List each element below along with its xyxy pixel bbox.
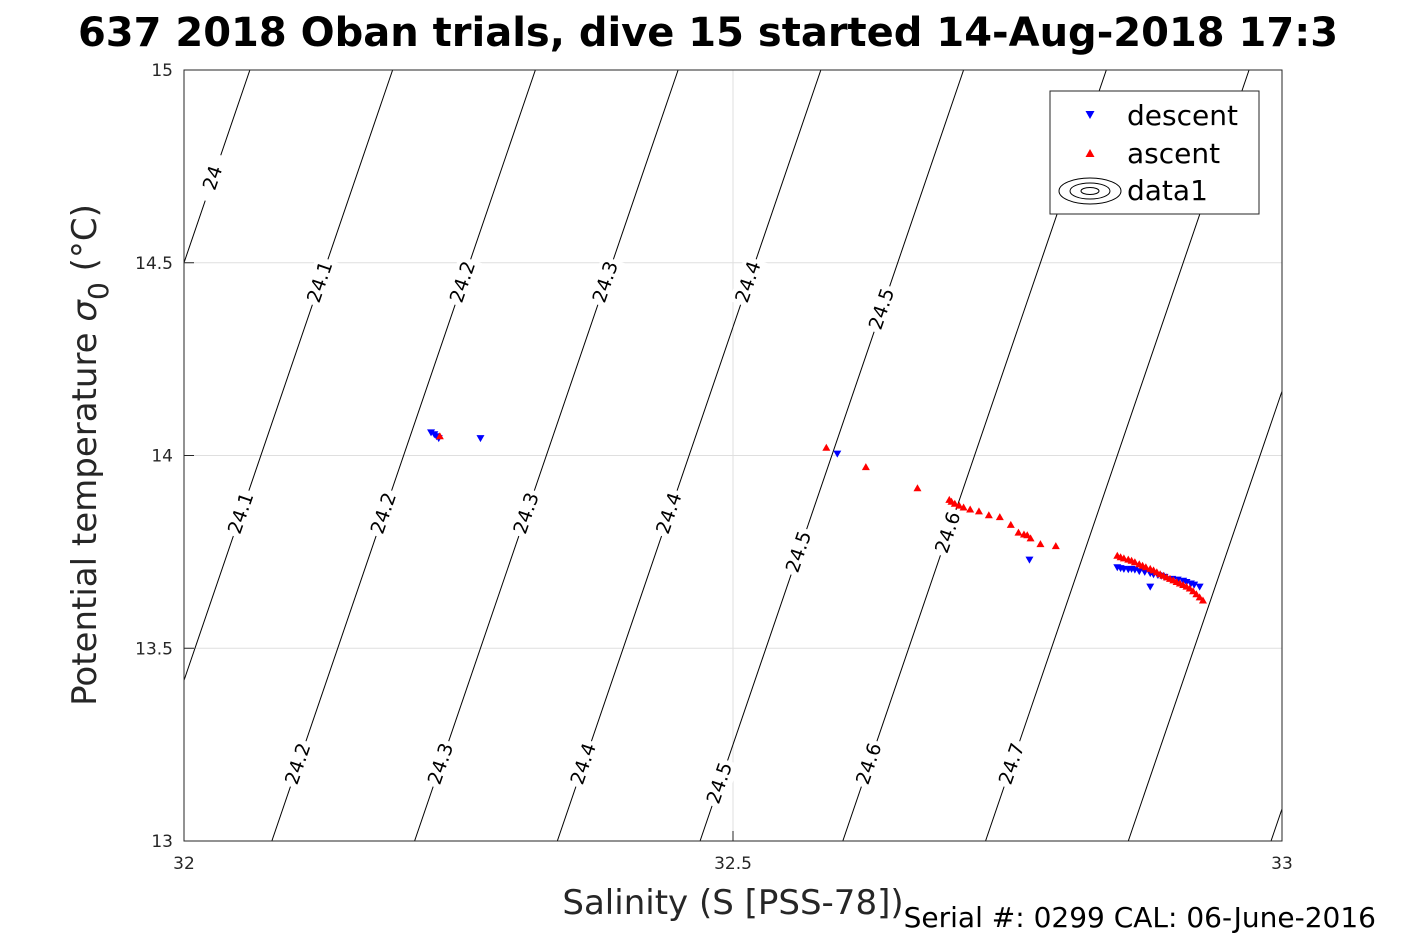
contour-label-bg [364,486,403,540]
descent-point [1195,583,1204,591]
contour-line [699,70,965,841]
legend: descent ascent data1 [1049,90,1260,215]
legend-ascent-marker [1085,149,1095,157]
ascent-point [950,499,959,507]
contour-label-bg [301,255,340,309]
descent-point [1146,583,1155,591]
ascent-point [955,501,964,509]
y-tick-label: 15 [151,61,173,81]
ascent-point [1189,587,1198,595]
ascent-point [1023,531,1032,539]
contour-label-bg [850,737,889,791]
descent-point [427,429,436,437]
contour-label-bg [443,255,483,309]
descent-point [1135,568,1144,576]
contour-label-bg [564,737,603,791]
ascent-point [1026,534,1035,542]
y-axis-label-subscript: 0 [82,282,115,300]
ascent-point [1195,593,1204,601]
descent-point [833,450,842,458]
contour-label-bg [586,255,625,309]
y-tick-label: 13.5 [135,639,173,659]
contour-label-bg [650,486,689,540]
legend-descent-marker [1085,111,1095,119]
data-points [427,429,1207,604]
ascent-point [1036,540,1045,548]
ascent-point [1006,520,1015,528]
ascent-point [1192,590,1201,598]
ascent-point [1198,596,1207,604]
y-tick-label: 14.5 [135,254,173,274]
contour-label-bg [729,255,768,309]
contour-label-bg [929,506,968,560]
y-axis-label-unit: (°C) [65,204,105,282]
legend-data1-label: data1 [1127,174,1208,207]
y-axis-label-sigma: σ [65,299,105,322]
x-axis-label: Salinity (S [PSS-78]) [562,883,903,923]
contour-label-bg [221,486,261,540]
x-tick-label: 33 [1271,854,1293,874]
ascent-point [966,505,975,513]
contour-label-bg [279,737,318,791]
ascent-point [959,503,968,511]
ascent-point [974,507,983,515]
ascent-point [1051,542,1060,550]
ascent-point [861,463,870,471]
contour-line [556,70,822,841]
legend-ascent-label: ascent [1127,137,1220,170]
ascent-point [1119,554,1128,562]
contour-line [414,70,679,841]
contour-label-bg [779,525,818,579]
y-axis-label-main: Potential temperature [65,322,105,706]
ascent-point [913,484,922,492]
contour-label-bg [193,151,233,205]
contour-label-bg [700,756,739,810]
x-tick-label: 32 [173,854,195,874]
serial-calibration-note: Serial #: 0299 CAL: 06-June-2016 [904,901,1376,934]
y-axis-label: Potential temperature σ0 (°C) [65,204,115,706]
ascent-point [984,511,993,519]
contour-label-bg [992,737,1032,791]
descent-point [476,435,485,443]
x-tick-label: 32.5 [714,854,752,874]
y-tick-label: 13 [151,832,173,852]
legend-data1-contour-icon [1058,177,1122,205]
axis-ticks: 32 32.5 33 13 13.5 14 14.5 15 [135,61,1293,874]
contour-label-bg [862,282,902,336]
ascent-point [1014,528,1023,536]
contour-line [1270,807,1282,841]
ascent-point [435,432,444,440]
contour-line [184,70,394,682]
ascent-point [995,513,1004,521]
descent-point [1190,581,1199,589]
ascent-point [1141,563,1150,571]
chart-title: 637 2018 Oban trials, dive 15 started 14… [78,10,1338,56]
descent-point [1025,556,1034,564]
contour-line [271,70,536,841]
ascent-point [822,443,831,451]
y-tick-label: 14 [151,447,173,467]
legend-descent-label: descent [1127,99,1238,132]
contour-line [1127,389,1282,841]
ascent-point [1130,558,1139,566]
contour-label-bg [421,737,461,791]
contour-label-bg [507,486,546,540]
